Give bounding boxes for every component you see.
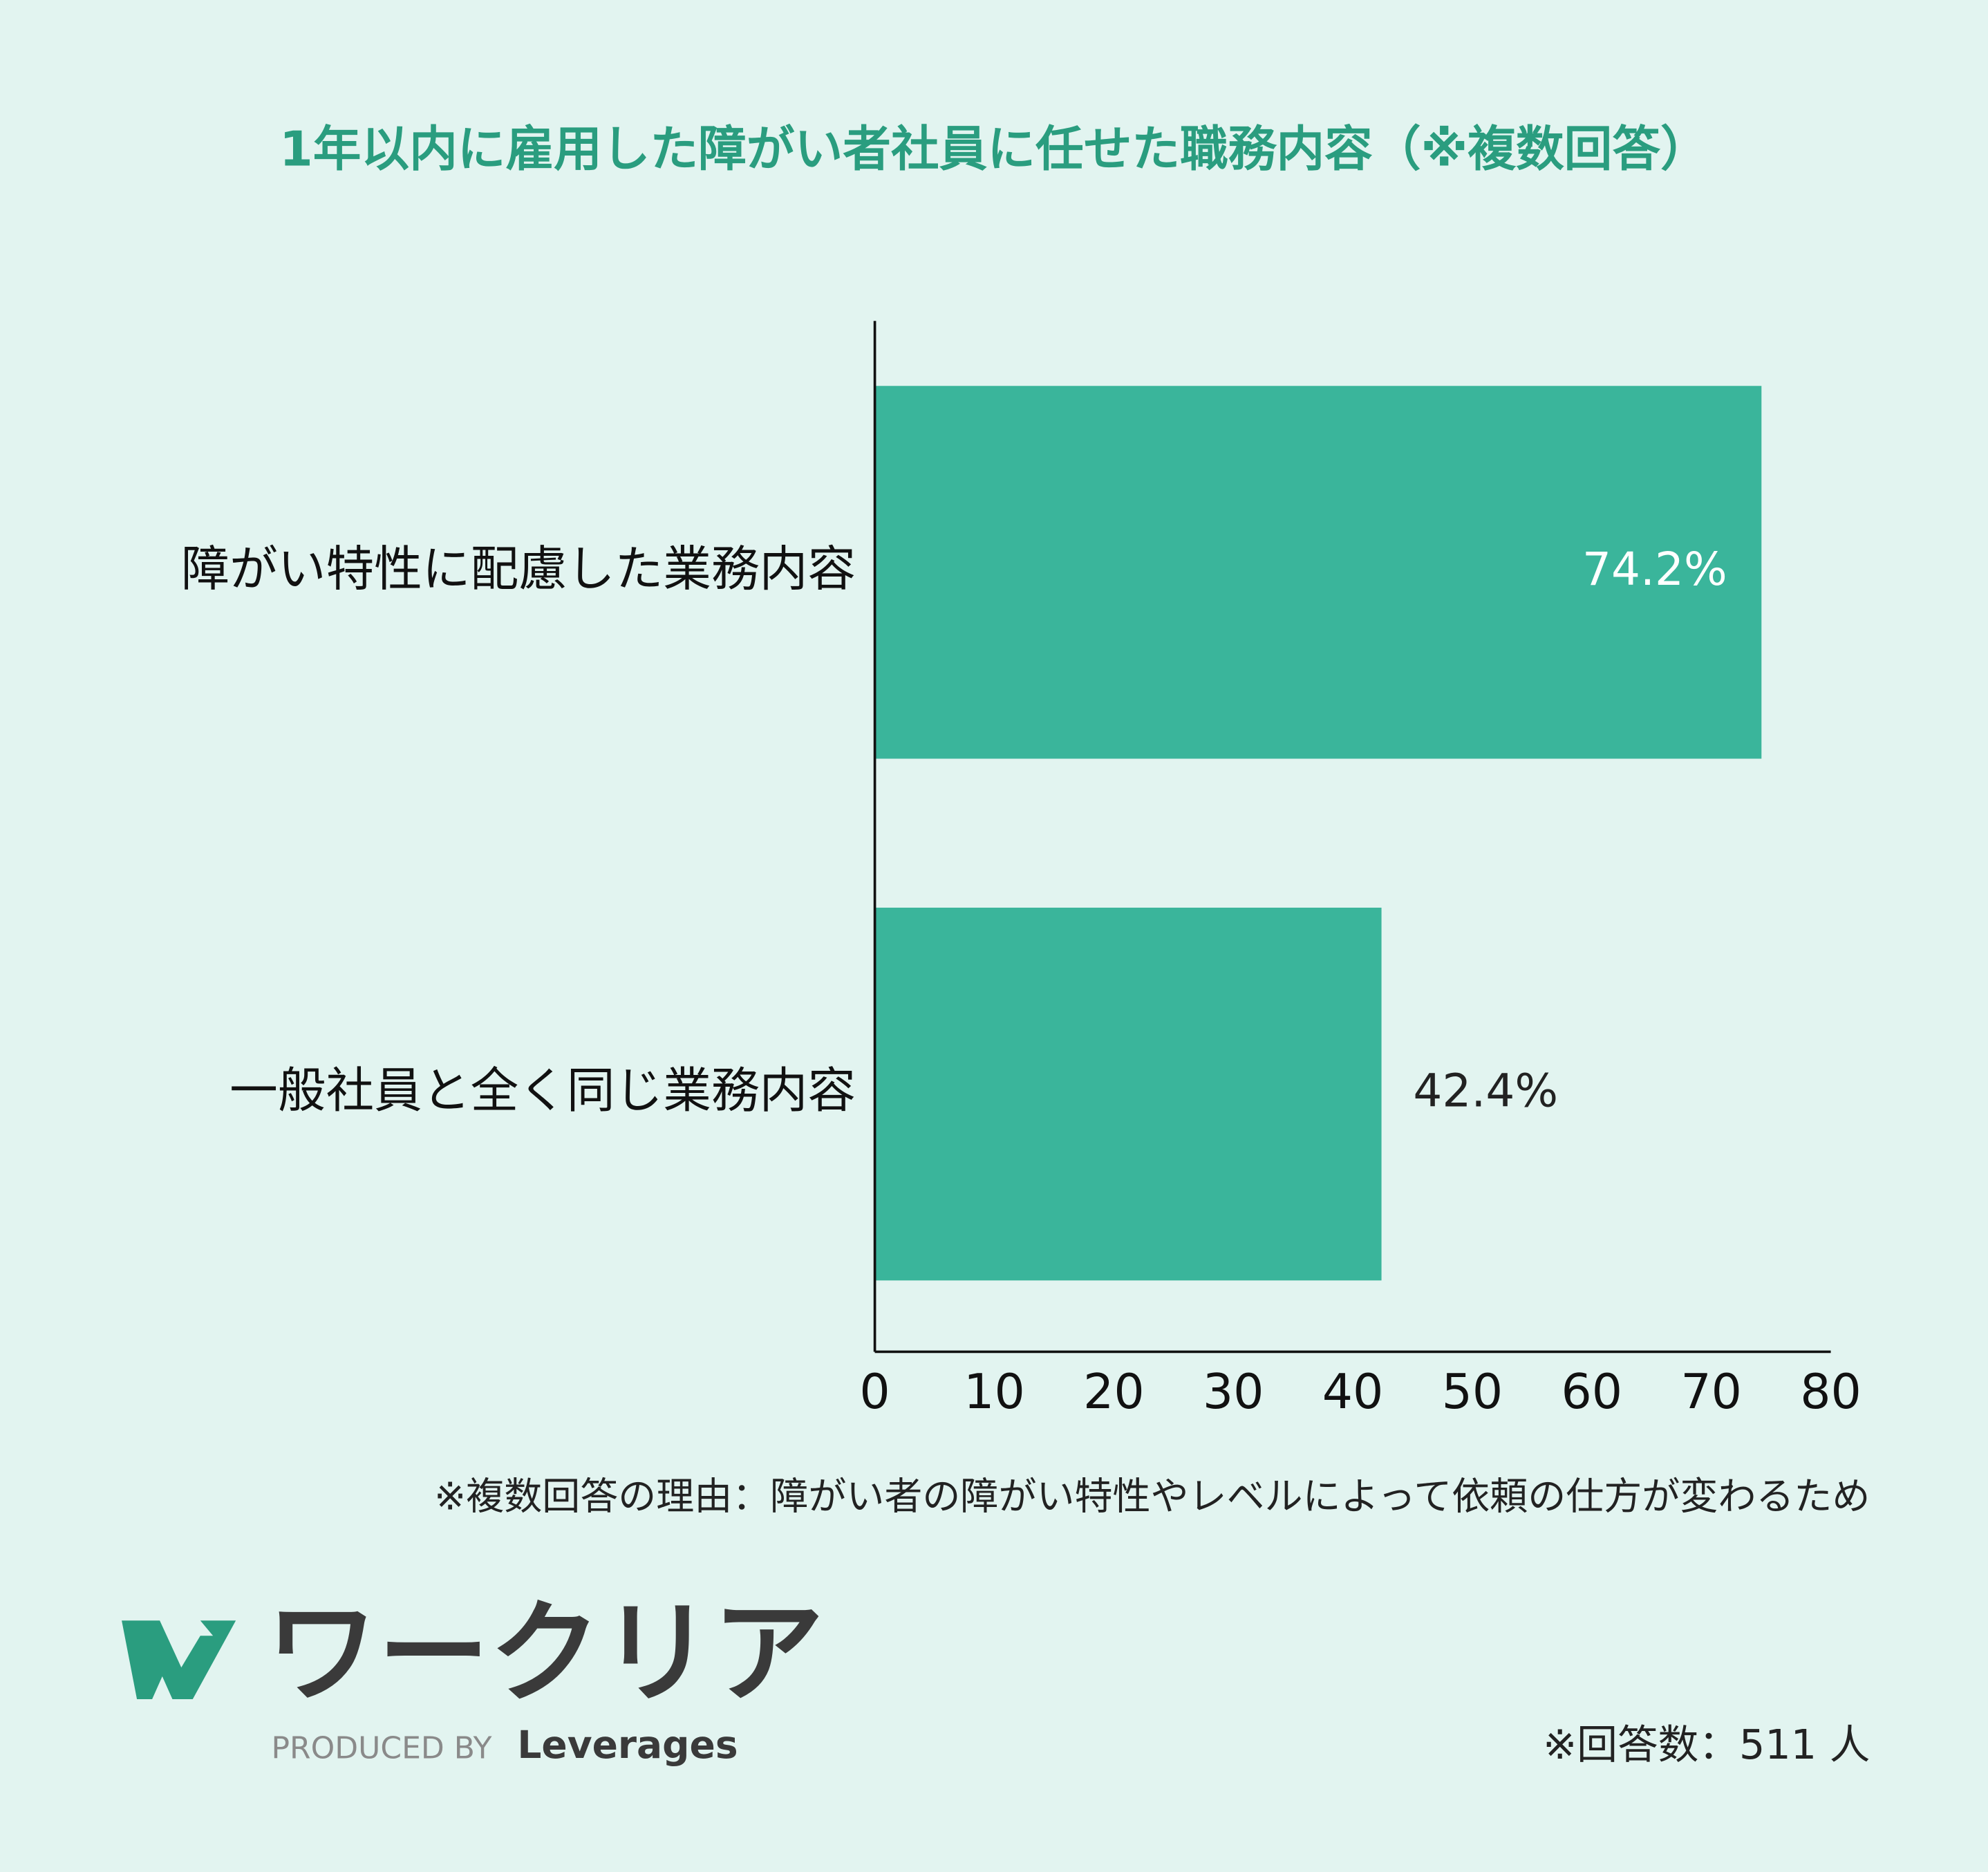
x-tick-label: 80 [1800, 1364, 1862, 1420]
note: ※複数回答の理由：障がい者の障がい特性やレベルによって依頼の仕方が変わるため [434, 1474, 1870, 1518]
logo: ワークリア PRODUCED BY Leverages [122, 1589, 824, 1767]
company: Leverages [517, 1723, 738, 1767]
logo-name: ワークリア [266, 1589, 824, 1719]
x-tick-label: 50 [1442, 1364, 1503, 1420]
x-tick-label: 10 [964, 1364, 1025, 1420]
x-tick-label: 60 [1561, 1364, 1622, 1420]
bar [874, 908, 1382, 1281]
value-label: 42.4% [1413, 1065, 1558, 1118]
x-tick-label: 70 [1680, 1364, 1742, 1420]
x-tick-label: 30 [1203, 1364, 1264, 1420]
respondents: ※回答数：511 人 [1543, 1721, 1870, 1768]
x-tick-label: 40 [1322, 1364, 1384, 1420]
x-tick-label: 20 [1083, 1364, 1145, 1420]
bar [874, 386, 1762, 759]
produced-by: PRODUCED BY [272, 1730, 492, 1766]
category-label: 障がい特性に配慮した業務内容 [181, 541, 856, 597]
chart-title: 1年以内に雇用した障がい者社員に任せた職務内容（※複数回答） [279, 121, 1709, 177]
logo-mark [122, 1620, 236, 1700]
value-label: 74.2% [1582, 543, 1727, 596]
category-label: 一般社員と全く同じ業務内容 [229, 1063, 856, 1119]
x-tick-label: 0 [859, 1364, 890, 1420]
